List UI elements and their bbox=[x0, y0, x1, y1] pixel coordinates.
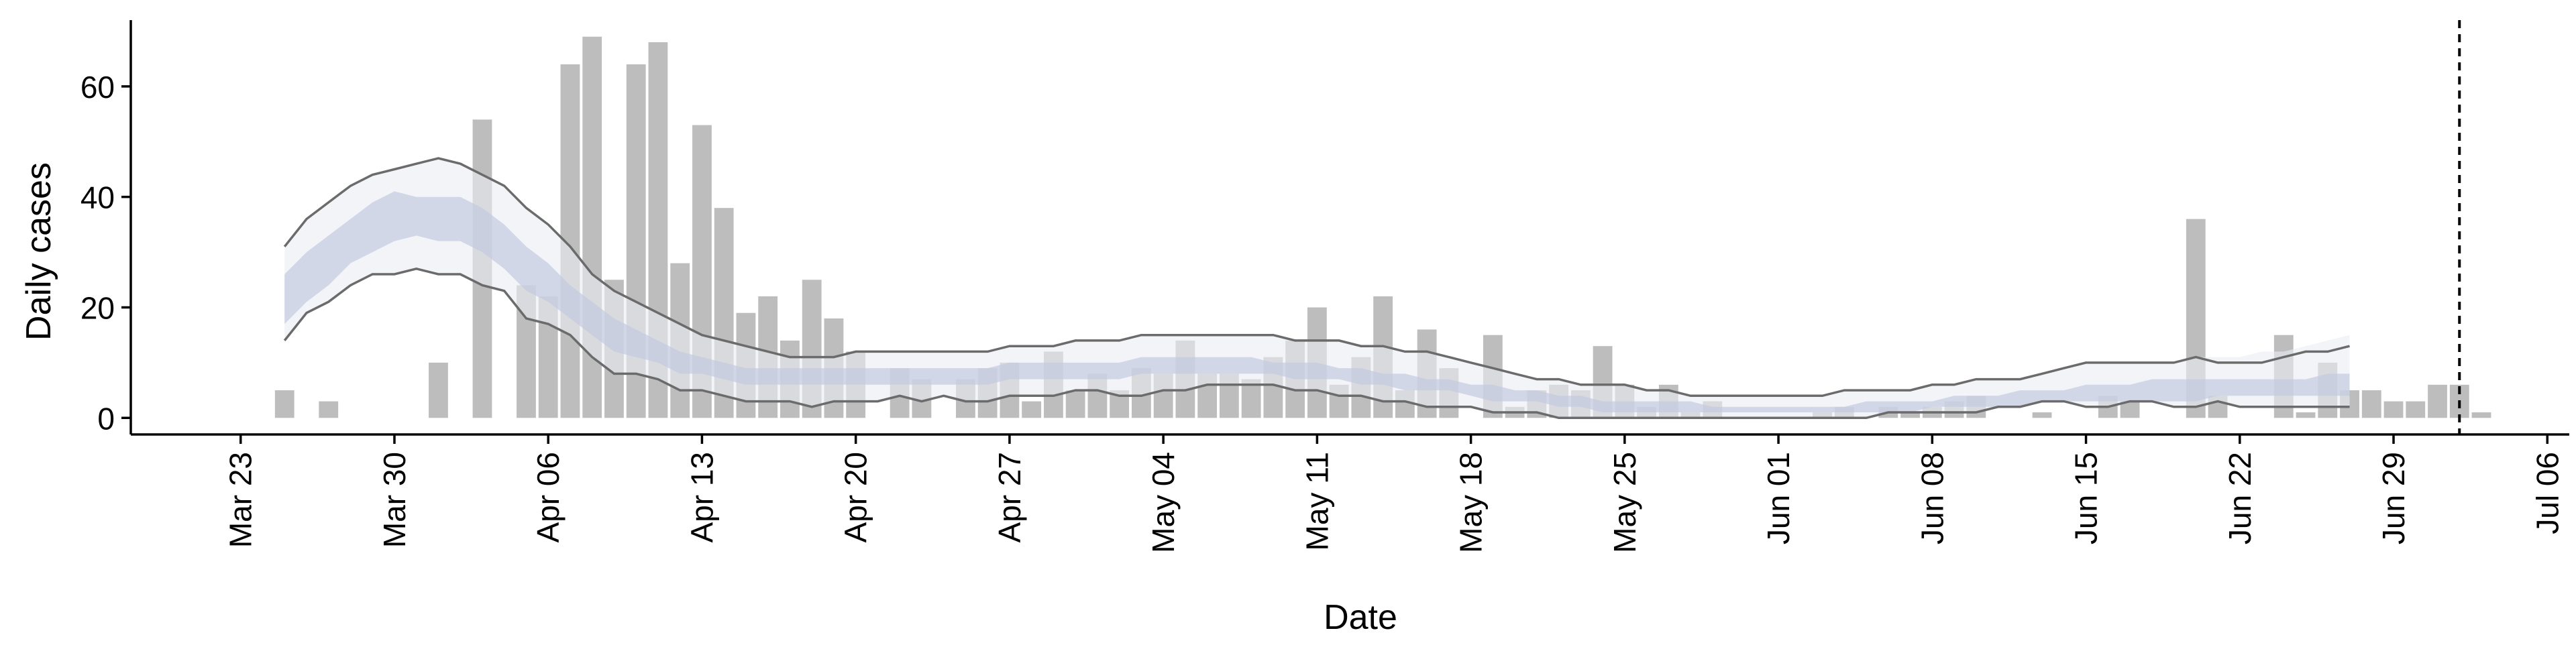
x-tick-label: Apr 13 bbox=[684, 452, 719, 543]
case-bar bbox=[1022, 401, 1042, 418]
case-bar bbox=[2428, 384, 2447, 418]
case-bar bbox=[274, 390, 294, 418]
x-axis-label: Date bbox=[1324, 598, 1397, 637]
lower-line bbox=[283, 267, 2350, 420]
case-bar bbox=[2406, 401, 2426, 418]
y-tick-label: 0 bbox=[97, 401, 115, 436]
x-tick-label: Jun 08 bbox=[1915, 452, 1949, 544]
y-tick-label: 40 bbox=[80, 180, 115, 215]
y-axis-label: Daily cases bbox=[19, 162, 58, 341]
x-tick-label: May 11 bbox=[1299, 452, 1334, 550]
x-tick-label: Mar 23 bbox=[223, 452, 258, 548]
x-tick-label: Jun 15 bbox=[2069, 452, 2104, 544]
case-bar bbox=[319, 401, 339, 418]
case-bar bbox=[1065, 390, 1085, 418]
x-tick-label: May 18 bbox=[1454, 452, 1489, 553]
x-tick-label: Mar 30 bbox=[377, 452, 412, 548]
upper-line bbox=[283, 157, 2350, 398]
x-tick-label: Apr 06 bbox=[531, 452, 566, 543]
axes: 0 20 40 60 Mar 23 Mar 30 Apr 06 Apr 13 Apr 20 Apr… bbox=[80, 20, 2569, 553]
estimate-bands bbox=[284, 158, 2350, 418]
case-bar bbox=[2361, 390, 2381, 418]
x-tick-label: May 04 bbox=[1146, 452, 1181, 553]
x-tick-label: May 25 bbox=[1607, 452, 1642, 553]
x-tick-label: Jun 29 bbox=[2376, 452, 2411, 544]
bound-lines bbox=[283, 157, 2350, 420]
x-tick-label: Jul 06 bbox=[2530, 452, 2565, 534]
x-tick-label: Jun 01 bbox=[1761, 452, 1796, 544]
inner-band bbox=[284, 191, 2350, 412]
x-tick-label: Apr 27 bbox=[992, 452, 1027, 543]
case-bar bbox=[2471, 412, 2491, 418]
x-tick-label: Apr 20 bbox=[839, 452, 873, 543]
y-tick-label: 20 bbox=[80, 290, 115, 325]
x-tick-label: Jun 22 bbox=[2222, 452, 2257, 544]
case-bar bbox=[2383, 401, 2404, 418]
y-tick-label: 60 bbox=[80, 70, 115, 105]
case-bar bbox=[429, 362, 448, 418]
case-bar bbox=[2296, 412, 2316, 418]
case-bar bbox=[1900, 412, 1920, 418]
case-bar bbox=[2032, 412, 2052, 418]
